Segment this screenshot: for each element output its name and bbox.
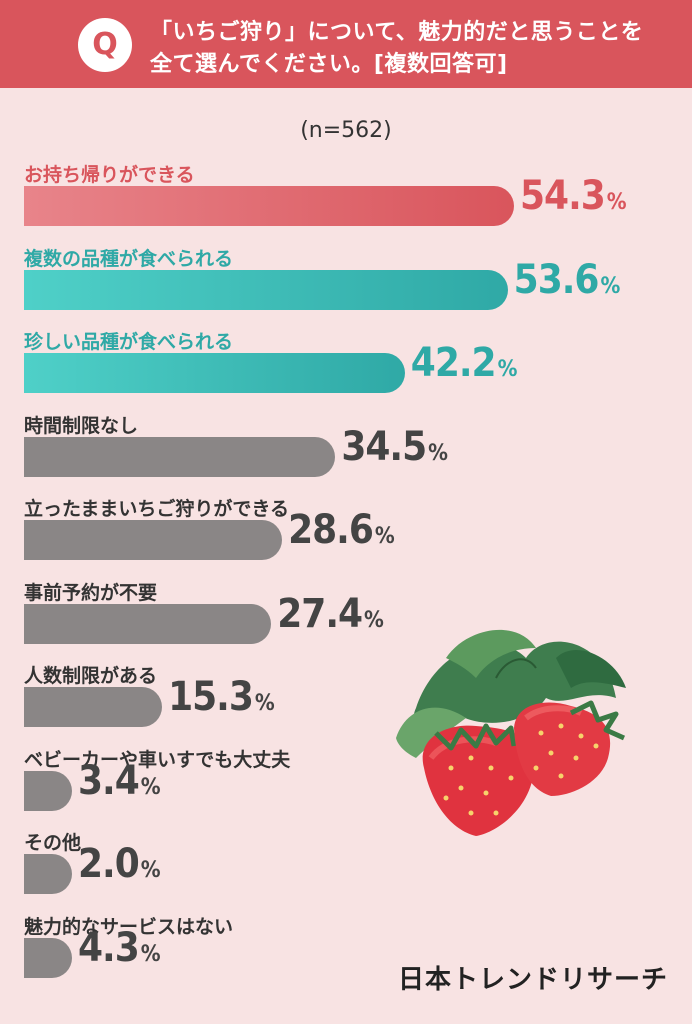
- bar-value-label: 42.2%: [411, 343, 518, 383]
- bar-value-label: 4.3%: [78, 928, 161, 968]
- bar-item: 事前予約が不要 27.4%: [24, 578, 684, 658]
- bar-item: 立ったままいちご狩りができる 28.6%: [24, 494, 684, 574]
- bar-value-unit: %: [606, 190, 627, 215]
- bar-value-number: 53.6: [513, 256, 600, 303]
- question-badge: Q: [78, 18, 132, 72]
- brand-logo: 日本トレンドリサーチ: [397, 965, 668, 995]
- bar-value-unit: %: [364, 607, 384, 633]
- bar: [24, 854, 72, 894]
- bar: [24, 520, 283, 560]
- bar-item: 複数の品種が食べられる 53.6%: [24, 244, 684, 324]
- bar-item: ベビーカーや車いすでも大丈夫 3.4%: [24, 745, 684, 825]
- question-header: Q 「いちご狩り」について、魅力的だと思うことを 全て選んでください。[複数回答…: [0, 0, 692, 88]
- bar-value-unit: %: [140, 941, 161, 967]
- bar-value-number: 3.4: [78, 757, 140, 804]
- bar-label: 魅力的なサービスはない: [24, 915, 234, 938]
- bar-value-label: 15.3%: [168, 677, 275, 717]
- bar-value-label: 27.4%: [277, 594, 384, 634]
- bar-label: 時間制限なし: [24, 414, 139, 437]
- bar-label: その他: [24, 832, 82, 854]
- bar-value-number: 54.3: [520, 173, 606, 219]
- bar-value-number: 28.6: [288, 507, 374, 553]
- bar-label: ベビーカーや車いすでも大丈夫: [24, 748, 291, 771]
- question-text-line1: 「いちご狩り」について、魅力的だと思うことを: [150, 20, 644, 45]
- bar-value-unit: %: [600, 273, 621, 299]
- bar-value-number: 4.3: [78, 924, 140, 971]
- bar: [24, 353, 405, 393]
- strawberry-illustration: [396, 629, 626, 836]
- bar-value-unit: %: [428, 440, 448, 466]
- bar: [24, 770, 72, 811]
- bar-value-label: 34.5%: [341, 427, 448, 467]
- bar-item: 時間制限なし 34.5%: [24, 411, 684, 491]
- bar-value-number: 42.2: [410, 340, 497, 386]
- bar-value-unit: %: [374, 524, 395, 549]
- bar: [24, 603, 272, 644]
- bar: [24, 937, 72, 978]
- bar-item: お持ち帰りができる 54.3%: [24, 160, 684, 240]
- bar-label: 立ったままいちご狩りができる: [24, 498, 290, 520]
- question-text-line2: 全て選んでください。[複数回答可]: [150, 52, 508, 77]
- bar-value-label: 3.4%: [78, 761, 161, 801]
- bar: [24, 687, 163, 727]
- bar: [24, 186, 514, 226]
- strawberry-seeds: [443, 723, 599, 816]
- sample-size: (n=562): [300, 118, 392, 143]
- bar-item: 魅力的なサービスはない 4.3%: [24, 912, 684, 992]
- bar-value-unit: %: [140, 858, 161, 883]
- bar-label: 事前予約が不要: [24, 581, 158, 604]
- bar-value-unit: %: [254, 691, 275, 716]
- bar-label: お持ち帰りができる: [24, 164, 195, 186]
- bar-value-number: 15.3: [168, 674, 254, 720]
- bar-value-number: 34.5: [341, 423, 427, 470]
- bar: [24, 436, 336, 477]
- bar-value-label: 54.3%: [520, 176, 627, 216]
- bar-label: 珍しい品種が食べられる: [24, 331, 234, 353]
- bar-value-number: 27.4: [277, 590, 363, 637]
- bar-value-label: 2.0%: [78, 844, 161, 884]
- strawberry-big: [422, 723, 535, 836]
- bar-value-unit: %: [497, 357, 518, 382]
- bar-item: その他 2.0%: [24, 828, 684, 908]
- bar-value-label: 53.6%: [514, 260, 621, 300]
- bar-value-number: 2.0: [78, 841, 140, 887]
- bar-label: 人数制限がある: [24, 665, 158, 687]
- bar: [24, 269, 508, 310]
- bar-item: 珍しい品種が食べられる 42.2%: [24, 327, 684, 407]
- bar-item: 人数制限がある 15.3%: [24, 661, 684, 741]
- strawberry-leaves: [396, 629, 626, 758]
- bar-value-label: 28.6%: [288, 510, 395, 550]
- bar-value-unit: %: [140, 774, 161, 800]
- strawberry-small: [514, 700, 626, 796]
- bar-label: 複数の品種が食べられる: [24, 247, 234, 270]
